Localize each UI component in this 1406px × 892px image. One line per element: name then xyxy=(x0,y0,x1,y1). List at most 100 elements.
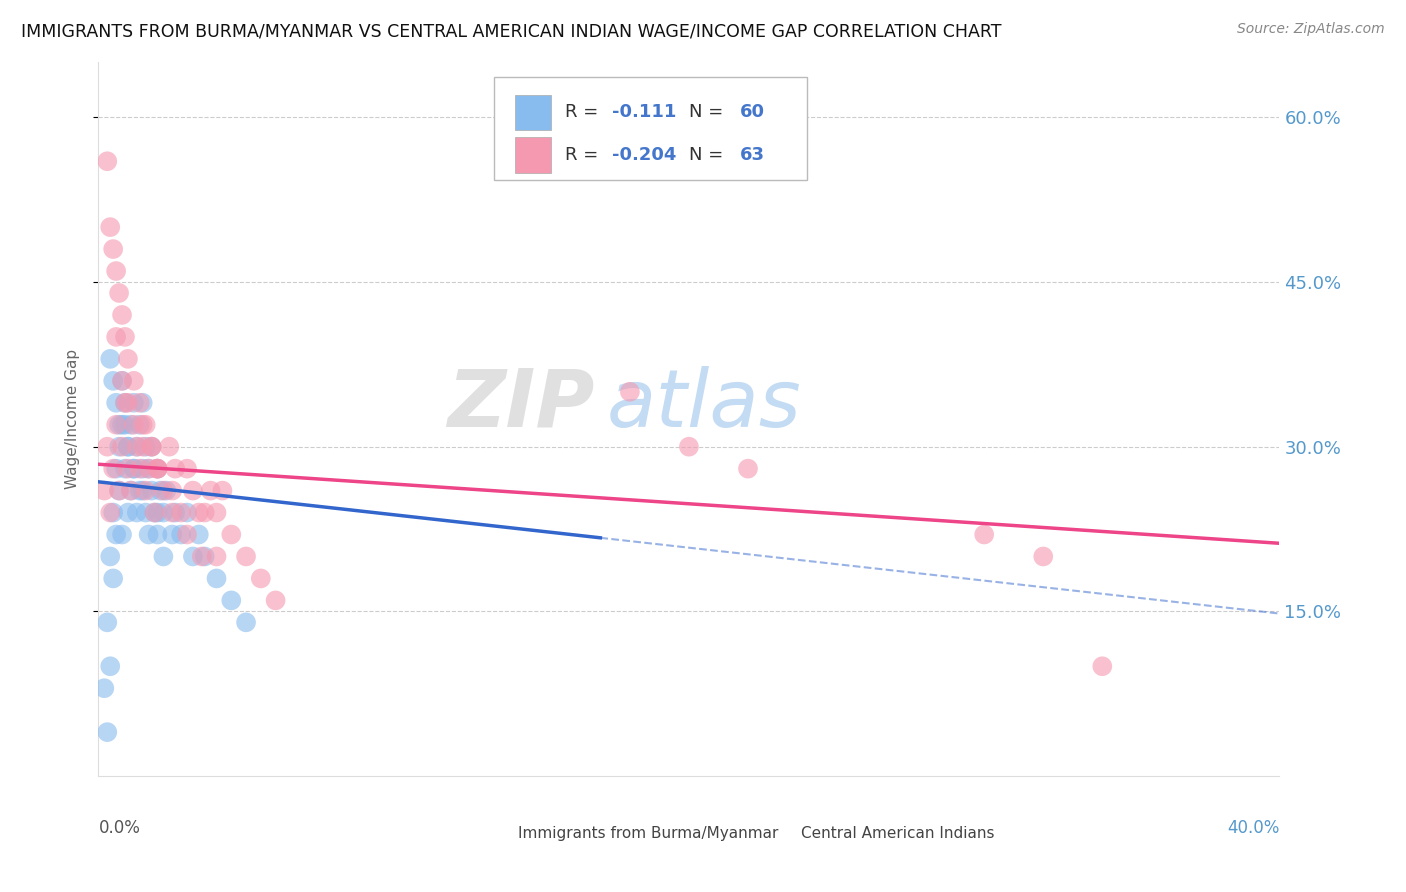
Point xyxy=(117,440,139,454)
Point xyxy=(146,461,169,475)
Point xyxy=(108,440,131,454)
Point xyxy=(105,417,128,432)
Point xyxy=(181,549,204,564)
Point xyxy=(114,396,136,410)
Point xyxy=(143,506,166,520)
Text: R =: R = xyxy=(565,146,605,164)
Point xyxy=(128,483,150,498)
Point xyxy=(155,483,177,498)
Point xyxy=(103,242,125,256)
Point xyxy=(1032,549,1054,564)
Point xyxy=(162,506,183,520)
Point xyxy=(135,417,157,432)
Text: IMMIGRANTS FROM BURMA/MYANMAR VS CENTRAL AMERICAN INDIAN WAGE/INCOME GAP CORRELA: IMMIGRANTS FROM BURMA/MYANMAR VS CENTRAL… xyxy=(21,22,1001,40)
Text: -0.204: -0.204 xyxy=(612,146,676,164)
Point xyxy=(128,417,150,432)
Point xyxy=(157,440,180,454)
Point xyxy=(111,527,134,541)
Point xyxy=(132,417,155,432)
Point xyxy=(105,396,128,410)
Point xyxy=(141,483,163,498)
Point xyxy=(191,549,214,564)
Text: R =: R = xyxy=(565,103,605,121)
Point xyxy=(103,506,125,520)
Point xyxy=(103,571,125,585)
Point xyxy=(132,396,155,410)
Text: N =: N = xyxy=(689,103,728,121)
Point xyxy=(146,461,169,475)
Point xyxy=(108,483,131,498)
Text: atlas: atlas xyxy=(606,366,801,444)
Point xyxy=(221,593,243,607)
Point xyxy=(138,461,160,475)
Point xyxy=(111,417,134,432)
Point xyxy=(737,461,759,475)
Point xyxy=(143,506,166,520)
Point xyxy=(221,527,243,541)
Point xyxy=(235,615,257,630)
Point xyxy=(114,417,136,432)
Point xyxy=(170,527,193,541)
Point xyxy=(117,506,139,520)
Point xyxy=(165,461,187,475)
Point xyxy=(103,374,125,388)
Point xyxy=(111,440,134,454)
Point xyxy=(128,396,150,410)
Point xyxy=(141,440,163,454)
Point xyxy=(165,506,187,520)
Point xyxy=(125,506,148,520)
Point xyxy=(176,506,198,520)
Point xyxy=(105,264,128,278)
Point xyxy=(141,440,163,454)
Point xyxy=(146,461,169,475)
Point xyxy=(170,506,193,520)
Text: 63: 63 xyxy=(740,146,765,164)
Point xyxy=(135,483,157,498)
Point xyxy=(96,725,118,739)
Point xyxy=(98,659,121,673)
Point xyxy=(128,461,150,475)
Point xyxy=(211,483,233,498)
Point xyxy=(122,461,145,475)
Point xyxy=(111,374,134,388)
Point xyxy=(111,308,134,322)
Point xyxy=(235,549,257,564)
Point xyxy=(98,549,121,564)
Y-axis label: Wage/Income Gap: Wage/Income Gap xyxy=(65,349,80,490)
Point xyxy=(152,483,174,498)
Point xyxy=(103,461,125,475)
Point xyxy=(122,461,145,475)
Point xyxy=(146,461,169,475)
Point xyxy=(125,440,148,454)
Point xyxy=(132,461,155,475)
Text: 40.0%: 40.0% xyxy=(1227,819,1279,837)
Point xyxy=(111,374,134,388)
Text: ZIP: ZIP xyxy=(447,366,595,444)
Point xyxy=(105,330,128,344)
Point xyxy=(96,615,118,630)
Point xyxy=(108,483,131,498)
Point xyxy=(98,351,121,366)
Point xyxy=(117,396,139,410)
Point xyxy=(973,527,995,541)
Point xyxy=(108,285,131,300)
Point xyxy=(120,483,142,498)
Point xyxy=(132,483,155,498)
Point xyxy=(105,527,128,541)
Point xyxy=(205,506,228,520)
Point xyxy=(114,330,136,344)
Point xyxy=(122,417,145,432)
Point xyxy=(117,461,139,475)
Point xyxy=(114,461,136,475)
Point xyxy=(149,483,172,498)
Text: Source: ZipAtlas.com: Source: ZipAtlas.com xyxy=(1237,22,1385,37)
Point xyxy=(264,593,287,607)
Point xyxy=(194,506,217,520)
Point xyxy=(162,527,183,541)
Bar xyxy=(477,821,509,847)
Point xyxy=(98,506,121,520)
Point xyxy=(678,440,700,454)
Point xyxy=(176,461,198,475)
Bar xyxy=(516,137,551,173)
Point xyxy=(146,506,169,520)
